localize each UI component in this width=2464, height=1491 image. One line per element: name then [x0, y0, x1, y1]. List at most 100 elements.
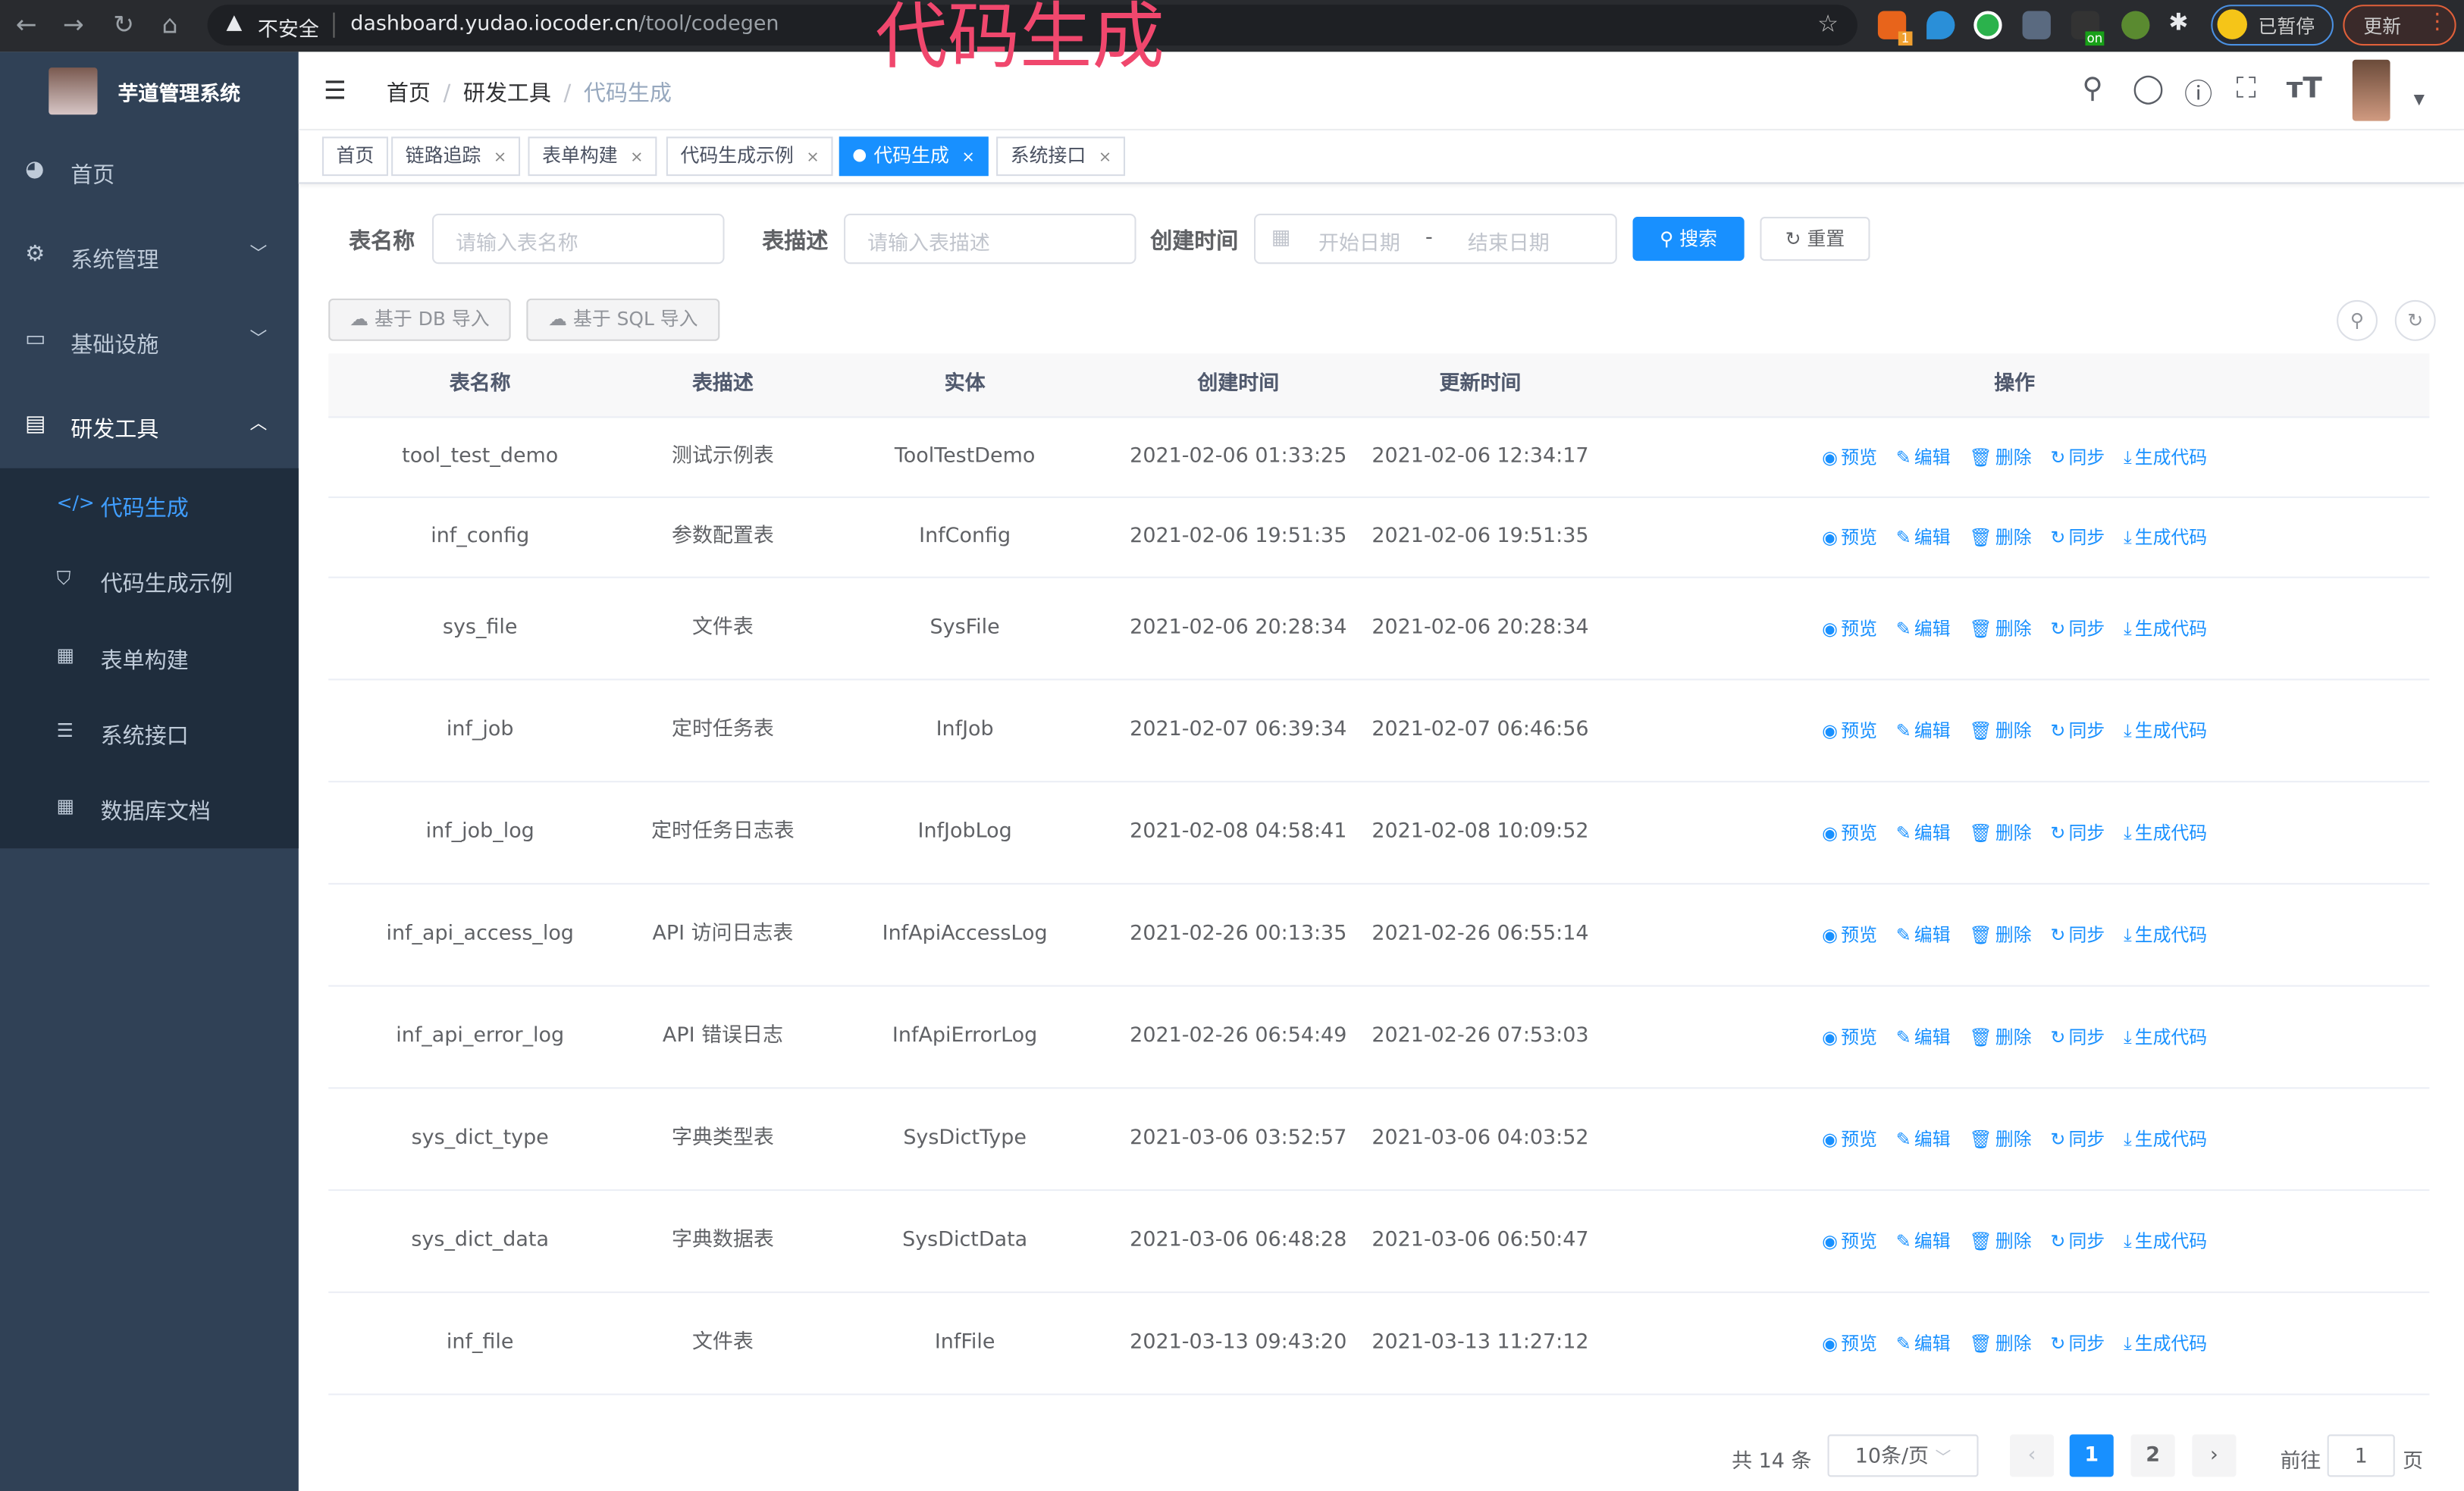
action-refresh-button[interactable]: ↻ 同步 — [2050, 1020, 2105, 1054]
action-refresh-button[interactable]: ↻ 同步 — [2050, 917, 2105, 952]
action-edit-button[interactable]: ✎ 编辑 — [1896, 440, 1951, 475]
next-page-button[interactable]: › — [2192, 1434, 2237, 1477]
table-name-input[interactable]: 请输入表名称 — [431, 213, 725, 265]
action-edit-button[interactable]: ✎ 编辑 — [1896, 1122, 1951, 1157]
action-refresh-button[interactable]: ↻ 同步 — [2050, 611, 2105, 646]
sidebar-item-db-doc[interactable]: ▦ 数据库文档 — [0, 772, 299, 847]
sidebar-item-swagger[interactable]: ☰ 系统接口 — [0, 696, 299, 771]
action-download-button[interactable]: ⤓ 生成代码 — [2124, 1020, 2207, 1054]
action-refresh-button[interactable]: ↻ 同步 — [2050, 1122, 2105, 1157]
breadcrumb-item[interactable]: 首页 — [386, 81, 431, 107]
sidebar-item-form-builder[interactable]: ▦ 表单构建 — [0, 621, 299, 696]
action-eye-button[interactable]: ◉ 预览 — [1822, 1224, 1877, 1259]
action-trash-button[interactable]: 🗑 删除 — [1969, 917, 2031, 952]
action-trash-button[interactable]: 🗑 删除 — [1969, 1224, 2031, 1259]
tag-swagger[interactable]: 系统接口 × — [996, 136, 1126, 177]
help-icon[interactable]: ⓘ — [2184, 78, 2213, 112]
action-download-button[interactable]: ⤓ 生成代码 — [2124, 440, 2207, 475]
search-button[interactable]: ⚲ 搜索 — [1632, 217, 1745, 262]
reload-icon[interactable]: ↻ — [113, 9, 135, 39]
action-refresh-button[interactable]: ↻ 同步 — [2050, 816, 2105, 850]
extension-icon[interactable]: on — [2071, 11, 2105, 46]
action-trash-button[interactable]: 🗑 删除 — [1969, 1326, 2031, 1361]
extension-icon[interactable] — [1973, 11, 2002, 39]
action-edit-button[interactable]: ✎ 编辑 — [1896, 713, 1951, 748]
bookmark-star-icon[interactable]: ☆ — [1817, 9, 1839, 38]
tag-codegen[interactable]: 代码生成 × — [839, 136, 989, 177]
import-sql-button[interactable]: ☁ 基于 SQL 导入 — [526, 298, 720, 341]
home-icon[interactable]: ⌂ — [161, 9, 178, 39]
action-eye-button[interactable]: ◉ 预览 — [1822, 1326, 1877, 1361]
action-eye-button[interactable]: ◉ 预览 — [1822, 713, 1877, 748]
action-edit-button[interactable]: ✎ 编辑 — [1896, 1020, 1951, 1054]
search-icon[interactable]: ⚲ — [2082, 72, 2103, 105]
sidebar-item-system[interactable]: ⚙ 系统管理 ﹀ — [0, 215, 299, 300]
sidebar-item-codegen-demo[interactable]: ⛉ 代码生成示例 — [0, 543, 299, 619]
reset-button[interactable]: ↻ 重置 — [1760, 217, 1870, 262]
action-download-button[interactable]: ⤓ 生成代码 — [2124, 1224, 2207, 1259]
extension-icon[interactable]: 1 — [1877, 11, 1913, 46]
page-2-button[interactable]: 2 — [2130, 1434, 2175, 1477]
close-icon[interactable]: × — [1098, 149, 1112, 167]
action-eye-button[interactable]: ◉ 预览 — [1822, 611, 1877, 646]
breadcrumb-item[interactable]: 研发工具 — [462, 81, 551, 107]
prev-page-button[interactable]: ‹ — [2009, 1434, 2055, 1477]
action-download-button[interactable]: ⤓ 生成代码 — [2124, 917, 2207, 952]
tag-tracing[interactable]: 链路追踪 × — [391, 136, 521, 177]
import-db-button[interactable]: ☁ 基于 DB 导入 — [328, 298, 511, 341]
extension-icon[interactable] — [1926, 11, 1955, 39]
close-icon[interactable]: × — [630, 149, 644, 167]
action-edit-button[interactable]: ✎ 编辑 — [1896, 917, 1951, 952]
font-size-icon[interactable]: тT — [2286, 72, 2322, 105]
page-1-button[interactable]: 1 — [2069, 1434, 2114, 1477]
action-eye-button[interactable]: ◉ 预览 — [1822, 520, 1877, 555]
puzzle-icon[interactable]: ✱ — [2168, 8, 2189, 36]
profile-paused-button[interactable]: 已暂停 — [2211, 5, 2334, 46]
date-range-picker[interactable]: ▦ 开始日期 - 结束日期 — [1254, 213, 1617, 265]
sidebar-item-home[interactable]: ◕ 首页 — [0, 130, 299, 215]
address-bar[interactable]: ▲ 不安全 dashboard.yudao.iocoder.cn/tool/co… — [207, 5, 1857, 46]
action-trash-button[interactable]: 🗑 删除 — [1969, 611, 2031, 646]
action-edit-button[interactable]: ✎ 编辑 — [1896, 611, 1951, 646]
avatar[interactable] — [2352, 59, 2390, 121]
refresh-button[interactable]: ↻ — [2394, 299, 2436, 341]
action-trash-button[interactable]: 🗑 删除 — [1969, 1020, 2031, 1054]
action-trash-button[interactable]: 🗑 删除 — [1969, 1122, 2031, 1157]
tag-form-builder[interactable]: 表单构建 × — [528, 136, 658, 177]
goto-page-input[interactable]: 1 — [2327, 1434, 2395, 1477]
hamburger-icon[interactable]: ☰ — [323, 75, 346, 105]
tag-home[interactable]: 首页 — [321, 136, 388, 177]
page-size-select[interactable]: 10条/页 ﹀ — [1827, 1434, 1979, 1477]
action-refresh-button[interactable]: ↻ 同步 — [2050, 440, 2105, 475]
action-refresh-button[interactable]: ↻ 同步 — [2050, 1326, 2105, 1361]
extension-icon[interactable] — [2022, 11, 2051, 39]
action-eye-button[interactable]: ◉ 预览 — [1822, 1020, 1877, 1054]
table-desc-input[interactable]: 请输入表描述 — [844, 213, 1136, 265]
extension-icon[interactable] — [2121, 11, 2150, 39]
tag-codegen-demo[interactable]: 代码生成示例 × — [666, 136, 834, 177]
action-download-button[interactable]: ⤓ 生成代码 — [2124, 713, 2207, 748]
action-edit-button[interactable]: ✎ 编辑 — [1896, 816, 1951, 850]
action-eye-button[interactable]: ◉ 预览 — [1822, 917, 1877, 952]
github-icon[interactable]: ◯ — [2132, 72, 2165, 105]
action-edit-button[interactable]: ✎ 编辑 — [1896, 1224, 1951, 1259]
action-eye-button[interactable]: ◉ 预览 — [1822, 1122, 1877, 1157]
fullscreen-icon[interactable]: ⛶ — [2236, 72, 2256, 105]
close-icon[interactable]: × — [493, 149, 507, 167]
start-date-input[interactable]: 开始日期 — [1318, 232, 1400, 256]
sidebar-item-infra[interactable]: ▭ 基础设施 ﹀ — [0, 300, 299, 385]
action-refresh-button[interactable]: ↻ 同步 — [2050, 520, 2105, 555]
action-eye-button[interactable]: ◉ 预览 — [1822, 816, 1877, 850]
close-icon[interactable]: × — [961, 149, 975, 167]
action-refresh-button[interactable]: ↻ 同步 — [2050, 1224, 2105, 1259]
action-trash-button[interactable]: 🗑 删除 — [1969, 440, 2031, 475]
forward-icon[interactable]: → — [62, 9, 84, 39]
action-edit-button[interactable]: ✎ 编辑 — [1896, 1326, 1951, 1361]
action-download-button[interactable]: ⤓ 生成代码 — [2124, 1326, 2207, 1361]
toggle-search-button[interactable]: ⚲ — [2337, 299, 2378, 341]
action-download-button[interactable]: ⤓ 生成代码 — [2124, 611, 2207, 646]
action-trash-button[interactable]: 🗑 删除 — [1969, 520, 2031, 555]
action-download-button[interactable]: ⤓ 生成代码 — [2124, 816, 2207, 850]
back-icon[interactable]: ← — [15, 9, 37, 39]
end-date-input[interactable]: 结束日期 — [1467, 232, 1550, 256]
